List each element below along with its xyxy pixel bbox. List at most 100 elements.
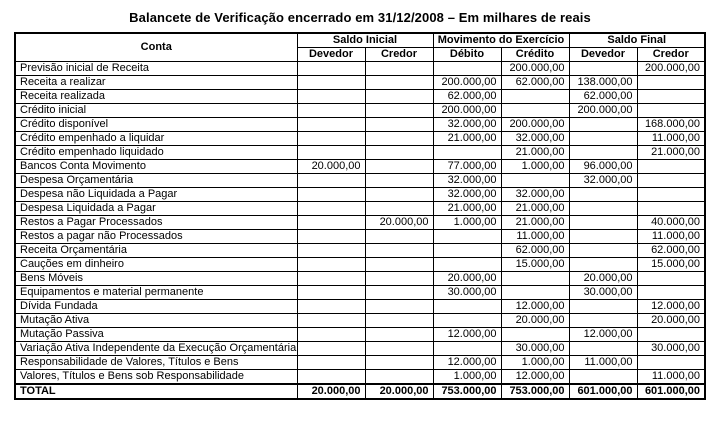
value-cell	[364, 229, 434, 244]
value-cell	[636, 355, 706, 370]
value-cell: 77.000,00	[432, 159, 502, 174]
account-name-cell: Valores, Títulos e Bens sob Responsabili…	[14, 369, 298, 385]
table-row: Receita a realizar 200.000,00 62.000,00 138…	[14, 75, 706, 90]
value-cell	[432, 299, 502, 314]
header-conta: Conta	[14, 32, 298, 62]
value-cell	[296, 75, 366, 90]
value-cell	[568, 131, 638, 146]
value-cell: 168.000,00	[636, 117, 706, 132]
value-cell	[432, 341, 502, 356]
value-cell	[296, 257, 366, 272]
value-cell	[364, 187, 434, 202]
account-name-cell: Variação Ativa Independente da Execução …	[14, 341, 298, 356]
account-name-cell: Previsão inicial de Receita	[14, 61, 298, 76]
value-cell	[296, 229, 366, 244]
value-cell	[568, 257, 638, 272]
total-value-cell: 753.000,00	[432, 383, 502, 400]
account-name-cell: Despesa não Liquidada a Pagar	[14, 187, 298, 202]
value-cell: 21.000,00	[500, 215, 570, 230]
value-cell: 62.000,00	[500, 75, 570, 90]
value-cell: 30.000,00	[636, 341, 706, 356]
value-cell	[636, 89, 706, 104]
value-cell	[364, 61, 434, 76]
value-cell	[364, 159, 434, 174]
total-value-cell: 20.000,00	[364, 383, 434, 400]
value-cell: 12.000,00	[432, 355, 502, 370]
header-saldo-final: Saldo Final	[568, 32, 706, 48]
table-row: Receita Orçamentária 62.000,00 62.000,00	[14, 243, 706, 258]
value-cell: 12.000,00	[568, 327, 638, 342]
page-title: Balancete de Verificação encerrado em 31…	[129, 10, 591, 25]
table-row: Responsabilidade de Valores, Títulos e B…	[14, 355, 706, 370]
value-cell	[364, 201, 434, 216]
table-row: Previsão inicial de Receita 200.000,00 200…	[14, 61, 706, 76]
value-cell	[296, 201, 366, 216]
value-cell: 15.000,00	[500, 257, 570, 272]
value-cell	[296, 299, 366, 314]
value-cell: 11.000,00	[500, 229, 570, 244]
value-cell	[364, 313, 434, 328]
value-cell	[636, 159, 706, 174]
value-cell: 20.000,00	[296, 159, 366, 174]
value-cell	[364, 355, 434, 370]
value-cell	[432, 313, 502, 328]
table-row: Despesa Liquidada a Pagar 21.000,00 21.000…	[14, 201, 706, 216]
total-value-cell: 601.000,00	[568, 383, 638, 400]
value-cell	[568, 313, 638, 328]
value-cell: 12.000,00	[636, 299, 706, 314]
account-name-cell: Mutação Ativa	[14, 313, 298, 328]
table-row: Crédito empenhado liquidado 21.000,00 21.0…	[14, 145, 706, 160]
value-cell	[364, 243, 434, 258]
value-cell	[568, 243, 638, 258]
value-cell: 20.000,00	[500, 313, 570, 328]
value-cell: 32.000,00	[432, 173, 502, 188]
value-cell: 1.000,00	[500, 355, 570, 370]
value-cell	[636, 187, 706, 202]
table-row: Despesa Orçamentária 32.000,00 32.000,00	[14, 173, 706, 188]
value-cell	[364, 145, 434, 160]
value-cell: 200.000,00	[636, 61, 706, 76]
total-label-cell: TOTAL	[14, 383, 298, 400]
header-saldo-inicial-devedor: Devedor	[296, 47, 366, 62]
account-name-cell: Responsabilidade de Valores, Títulos e B…	[14, 355, 298, 370]
value-cell	[364, 131, 434, 146]
value-cell	[568, 215, 638, 230]
value-cell	[636, 327, 706, 342]
table-body: Previsão inicial de Receita 200.000,00 200…	[14, 61, 706, 385]
value-cell: 32.000,00	[500, 187, 570, 202]
value-cell: 12.000,00	[432, 327, 502, 342]
value-cell: 11.000,00	[636, 369, 706, 385]
value-cell	[500, 271, 570, 286]
value-cell: 21.000,00	[636, 145, 706, 160]
value-cell	[296, 271, 366, 286]
value-cell: 20.000,00	[364, 215, 434, 230]
value-cell	[364, 89, 434, 104]
header-movimento-debito: Débito	[432, 47, 502, 62]
account-name-cell: Receita a realizar	[14, 75, 298, 90]
value-cell	[432, 145, 502, 160]
value-cell	[296, 117, 366, 132]
value-cell	[364, 327, 434, 342]
value-cell	[296, 243, 366, 258]
value-cell: 138.000,00	[568, 75, 638, 90]
value-cell: 12.000,00	[500, 299, 570, 314]
value-cell: 15.000,00	[636, 257, 706, 272]
value-cell: 1.000,00	[432, 215, 502, 230]
value-cell	[568, 201, 638, 216]
table-row: Receita realizada 62.000,00 62.000,00	[14, 89, 706, 104]
value-cell: 21.000,00	[432, 201, 502, 216]
account-name-cell: Restos a Pagar Processados	[14, 215, 298, 230]
account-name-cell: Equipamentos e material permanente	[14, 285, 298, 300]
table-row: Variação Ativa Independente da Execução …	[14, 341, 706, 356]
account-name-cell: Despesa Orçamentária	[14, 173, 298, 188]
value-cell	[296, 285, 366, 300]
value-cell	[636, 173, 706, 188]
value-cell	[364, 369, 434, 385]
value-cell	[568, 117, 638, 132]
value-cell	[296, 313, 366, 328]
value-cell: 1.000,00	[500, 159, 570, 174]
value-cell	[568, 229, 638, 244]
table-row: Valores, Títulos e Bens sob Responsabili…	[14, 369, 706, 385]
value-cell	[364, 103, 434, 118]
value-cell	[432, 257, 502, 272]
